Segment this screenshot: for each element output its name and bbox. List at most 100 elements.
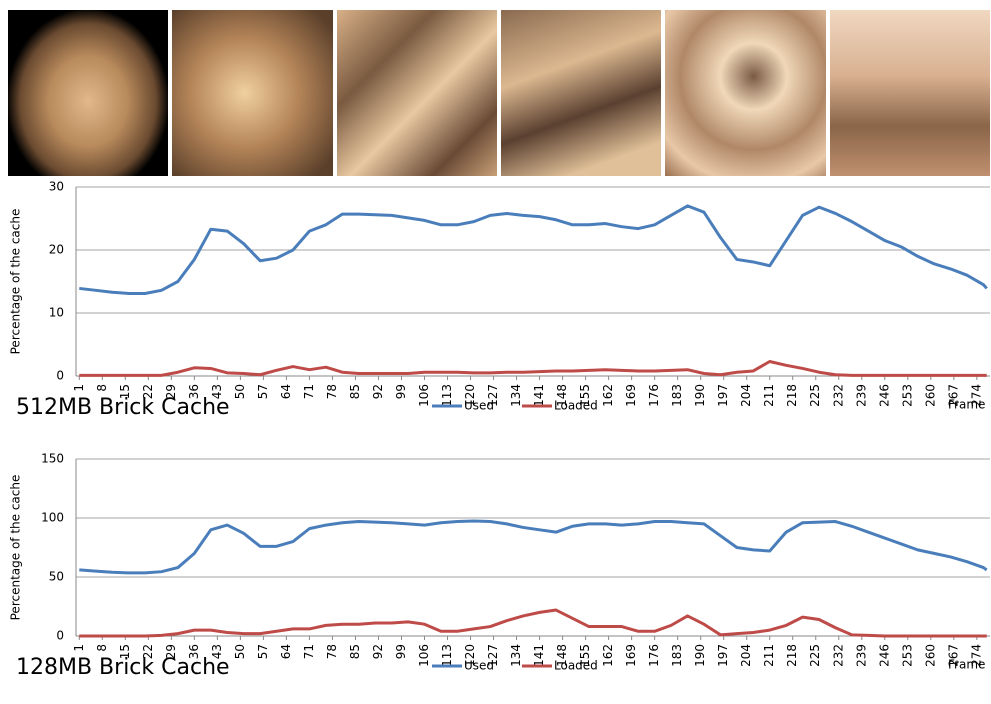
x-tick-label: 29 bbox=[164, 644, 178, 659]
x-tick-label: 246 bbox=[877, 384, 891, 407]
x-tick-label: 197 bbox=[716, 644, 730, 667]
x-tick-label: 148 bbox=[555, 644, 569, 667]
x-tick-label: 1 bbox=[72, 644, 86, 652]
x-tick-label: 106 bbox=[417, 644, 431, 667]
series-line bbox=[79, 608, 987, 638]
x-axis-label: Frame bbox=[948, 398, 985, 412]
thumbnail-row bbox=[8, 10, 990, 176]
x-tick-label: 113 bbox=[440, 384, 454, 407]
x-tick-label: 218 bbox=[785, 384, 799, 407]
x-tick-label: 1 bbox=[72, 384, 86, 392]
x-tick-label: 197 bbox=[716, 384, 730, 407]
x-tick-label: 141 bbox=[532, 384, 546, 407]
x-tick-label: 57 bbox=[256, 644, 270, 659]
x-tick-label: 120 bbox=[463, 644, 477, 667]
x-tick-label: 253 bbox=[900, 644, 914, 667]
x-tick-label: 99 bbox=[394, 384, 408, 399]
x-tick-label: 232 bbox=[831, 384, 845, 407]
x-tick-label: 204 bbox=[739, 644, 753, 667]
x-tick-label: 85 bbox=[348, 644, 362, 659]
x-tick-label: 253 bbox=[900, 384, 914, 407]
x-tick-label: 190 bbox=[693, 644, 707, 667]
x-tick-label: 92 bbox=[371, 644, 385, 659]
chart-caption: 512MB Brick Cache bbox=[16, 395, 230, 420]
render-thumbnail bbox=[665, 10, 826, 176]
legend-label: Loaded bbox=[554, 659, 598, 673]
x-tick-label: 246 bbox=[877, 644, 891, 667]
x-tick-label: 113 bbox=[440, 644, 454, 667]
x-tick-label: 43 bbox=[210, 384, 224, 399]
x-tick-label: 176 bbox=[647, 644, 661, 667]
x-tick-label: 260 bbox=[923, 384, 937, 407]
x-tick-label: 211 bbox=[762, 644, 776, 667]
y-tick-label: 50 bbox=[49, 570, 64, 584]
x-tick-label: 183 bbox=[670, 644, 684, 667]
x-tick-label: 169 bbox=[624, 644, 638, 667]
x-tick-label: 50 bbox=[233, 644, 247, 659]
render-thumbnail bbox=[8, 10, 169, 176]
x-tick-label: 99 bbox=[394, 644, 408, 659]
y-tick-label: 20 bbox=[49, 243, 64, 257]
x-tick-label: 127 bbox=[486, 384, 500, 407]
x-tick-label: 183 bbox=[670, 384, 684, 407]
x-tick-label: 36 bbox=[187, 644, 201, 659]
x-tick-label: 36 bbox=[187, 384, 201, 399]
x-tick-label: 274 bbox=[969, 644, 983, 667]
x-tick-label: 260 bbox=[923, 644, 937, 667]
x-tick-label: 85 bbox=[348, 384, 362, 399]
x-tick-label: 211 bbox=[762, 384, 776, 407]
x-tick-label: 141 bbox=[532, 644, 546, 667]
render-thumbnail bbox=[500, 10, 662, 176]
render-thumbnail bbox=[829, 10, 990, 176]
x-tick-label: 8 bbox=[95, 384, 109, 392]
x-tick-label: 155 bbox=[578, 384, 592, 407]
y-tick-label: 0 bbox=[56, 629, 64, 643]
x-tick-label: 78 bbox=[325, 644, 339, 659]
legend-label: Used bbox=[464, 659, 494, 673]
x-tick-label: 15 bbox=[118, 644, 132, 659]
x-tick-label: 176 bbox=[647, 384, 661, 407]
x-tick-label: 134 bbox=[509, 384, 523, 407]
x-tick-label: 134 bbox=[509, 644, 523, 667]
series-line bbox=[79, 360, 987, 377]
x-tick-label: 50 bbox=[233, 384, 247, 399]
series-line bbox=[79, 519, 988, 575]
y-tick-label: 0 bbox=[56, 369, 64, 383]
legend-label: Loaded bbox=[554, 399, 598, 413]
x-axis-label: Frame bbox=[948, 658, 985, 672]
y-tick-label: 30 bbox=[49, 180, 64, 194]
x-tick-label: 78 bbox=[325, 384, 339, 399]
x-tick-label: 71 bbox=[302, 384, 316, 399]
chart-caption: 128MB Brick Cache bbox=[16, 655, 230, 680]
x-tick-label: 120 bbox=[463, 384, 477, 407]
y-tick-label: 10 bbox=[49, 306, 64, 320]
x-tick-label: 71 bbox=[302, 644, 316, 659]
x-tick-label: 267 bbox=[946, 644, 960, 667]
x-tick-label: 204 bbox=[739, 384, 753, 407]
x-tick-label: 169 bbox=[624, 384, 638, 407]
x-tick-label: 239 bbox=[854, 644, 868, 667]
render-thumbnail bbox=[172, 10, 333, 176]
x-tick-label: 267 bbox=[946, 384, 960, 407]
y-tick-label: 100 bbox=[41, 511, 64, 525]
x-tick-label: 92 bbox=[371, 384, 385, 399]
x-tick-label: 43 bbox=[210, 644, 224, 659]
y-tick-label: 150 bbox=[41, 452, 64, 466]
x-tick-label: 22 bbox=[141, 644, 155, 659]
y-axis-label: Percentage of the cache bbox=[9, 209, 23, 355]
x-tick-label: 64 bbox=[279, 384, 293, 399]
x-tick-label: 29 bbox=[164, 384, 178, 399]
render-thumbnail bbox=[336, 10, 497, 176]
x-tick-label: 274 bbox=[969, 384, 983, 407]
x-tick-label: 162 bbox=[601, 644, 615, 667]
x-tick-label: 218 bbox=[785, 644, 799, 667]
x-tick-label: 127 bbox=[486, 644, 500, 667]
x-tick-label: 106 bbox=[417, 384, 431, 407]
y-axis-label: Percentage of the cache bbox=[9, 475, 23, 621]
x-tick-label: 148 bbox=[555, 384, 569, 407]
x-tick-label: 155 bbox=[578, 644, 592, 667]
x-tick-label: 22 bbox=[141, 384, 155, 399]
x-tick-label: 162 bbox=[601, 384, 615, 407]
x-tick-label: 57 bbox=[256, 384, 270, 399]
